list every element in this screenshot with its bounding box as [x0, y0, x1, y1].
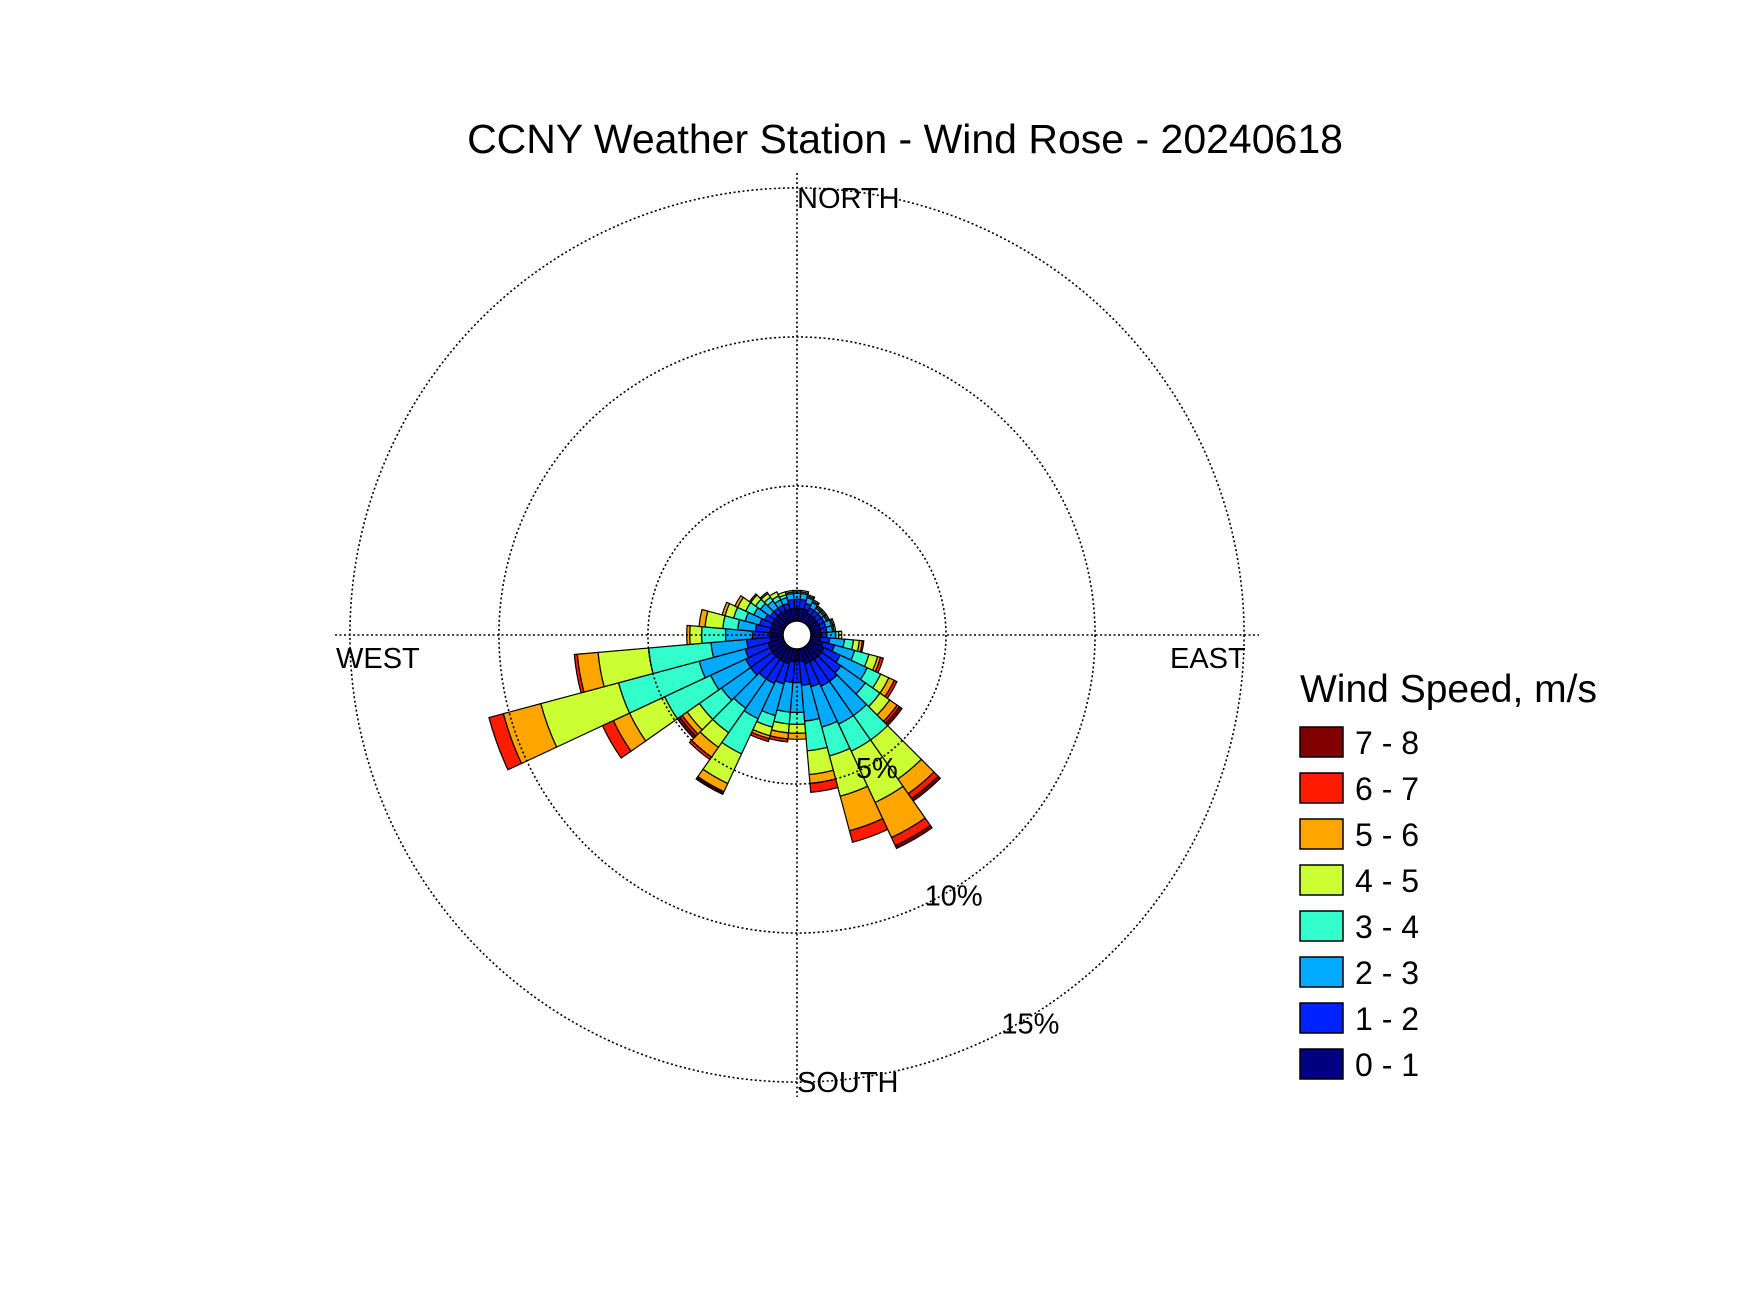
legend-title: Wind Speed, m/s — [1300, 668, 1597, 711]
legend-label-1-2: 1 - 2 — [1355, 1001, 1419, 1037]
legend-swatch-0-1 — [1299, 1048, 1344, 1080]
legend-label-7-8: 7 - 8 — [1355, 725, 1419, 761]
ring-label-10: 10% — [925, 881, 983, 913]
sector-280-bin-5 — [698, 608, 709, 628]
sector-300-bin-5 — [734, 594, 745, 609]
sector-350-bin-4 — [784, 589, 794, 594]
legend-label-3-4: 3 - 4 — [1355, 909, 1419, 945]
calm-center-circle — [782, 620, 812, 650]
chart-title: CCNY Weather Station - Wind Rose - 20240… — [467, 116, 1343, 162]
sector-320-bin-5 — [759, 591, 769, 601]
legend-swatch-4-5 — [1299, 864, 1344, 896]
sector-160-bin-6 — [848, 817, 889, 844]
sector-330-bin-4 — [768, 590, 780, 601]
sector-260-bin-6 — [573, 653, 585, 694]
wind-rose-sectors — [488, 589, 942, 850]
legend-swatch-3-4 — [1299, 910, 1344, 942]
east-label: EAST — [1170, 643, 1246, 675]
legend-label-2-3: 2 - 3 — [1355, 955, 1419, 991]
legend-label-5-6: 5 - 6 — [1355, 817, 1419, 853]
polar-grid — [335, 173, 1259, 1097]
legend-label-4-5: 4 - 5 — [1355, 863, 1419, 899]
legend-swatch-6-7 — [1299, 772, 1344, 804]
legend-label-6-7: 6 - 7 — [1355, 771, 1419, 807]
sector-210-bin-7 — [695, 776, 725, 796]
legend-swatch-5-6 — [1299, 818, 1344, 850]
south-label: SOUTH — [797, 1067, 899, 1099]
sector-10-bin-4 — [800, 589, 810, 594]
legend-swatch-7-8 — [1299, 726, 1344, 758]
sector-310-bin-5 — [748, 593, 758, 604]
legend: Wind Speed, m/s 7 - 8 6 - 7 5 - 6 4 - 5 … — [1299, 668, 1597, 1083]
sector-150-bin-7 — [894, 824, 933, 850]
sector-30-bin-4 — [811, 599, 821, 606]
ring-label-15: 15% — [1001, 1008, 1059, 1040]
ring-5-percent — [647, 485, 947, 785]
sector-250-bin-6 — [488, 712, 523, 771]
west-label: WEST — [336, 643, 420, 675]
ring-label-5: 5% — [856, 753, 898, 785]
sector-270-bin-5 — [686, 624, 691, 646]
north-label: NORTH — [797, 183, 900, 215]
legend-swatch-2-3 — [1299, 956, 1344, 988]
sector-290-bin-5 — [721, 601, 731, 617]
sector-20-bin-4 — [806, 593, 816, 600]
legend-swatch-1-2 — [1299, 1002, 1344, 1034]
legend-label-0-1: 0 - 1 — [1355, 1047, 1419, 1083]
